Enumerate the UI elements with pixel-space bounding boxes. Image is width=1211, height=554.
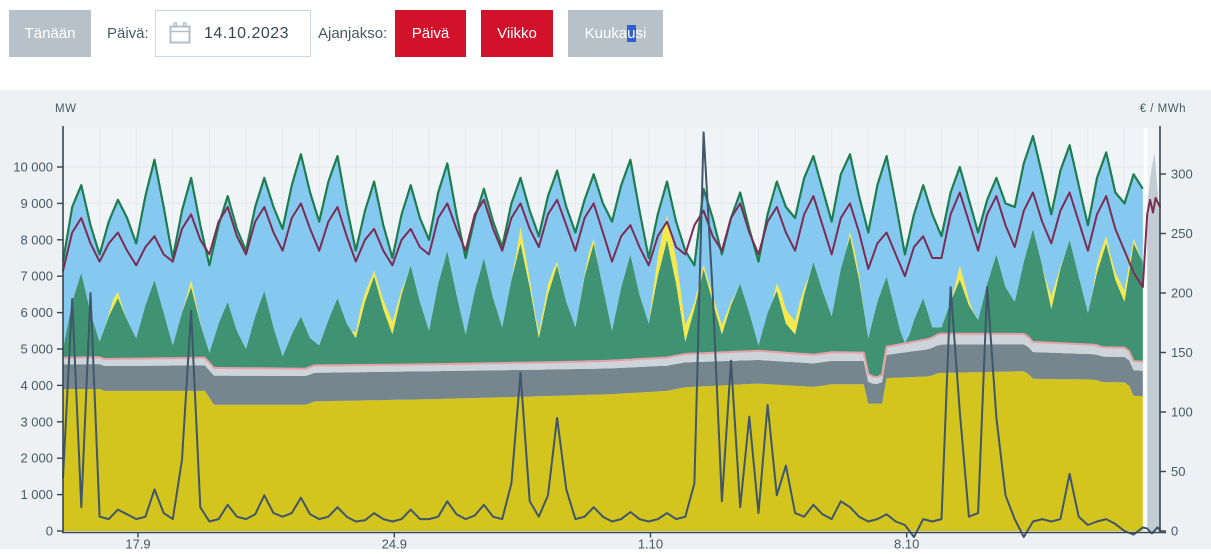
month-button-selected-text: u — [627, 25, 636, 42]
gray-end-area — [1147, 152, 1160, 531]
date-input[interactable]: 14.10.2023 — [155, 10, 311, 57]
x-axis-tick-label: 8.10 — [894, 537, 919, 550]
left-axis-tick-label: 3 000 — [20, 414, 53, 429]
right-axis-tick-label: 250 — [1171, 226, 1193, 241]
right-axis-tick-label: 50 — [1171, 464, 1185, 479]
pink-top-line — [63, 332, 1143, 379]
period-button-week[interactable]: Viikko — [481, 10, 553, 57]
today-button[interactable]: Tänään — [9, 10, 91, 57]
axes: 0 1 000 2 000 3 000 4 000 5 000 6 000 7 000 8 00… — [13, 126, 1193, 552]
light-gray-band — [63, 333, 1143, 384]
price-line — [62, 131, 1161, 538]
date-label: Päivä: — [107, 25, 149, 42]
right-axis-tick-label: 0 — [1171, 524, 1178, 539]
left-axis-tick-label: 10 000 — [13, 160, 53, 175]
x-axis-tick-label: 17.9 — [125, 537, 150, 550]
left-axis-tick-label: 2 000 — [20, 451, 53, 466]
period-button-day[interactable]: Päivä — [395, 10, 466, 57]
toolbar: Tänään Päivä: 14.10.2023 Ajanjakso: Päiv… — [0, 0, 1211, 90]
dark-green-top-line — [61, 135, 1144, 267]
left-axis-tick-label: 7 000 — [20, 269, 53, 284]
left-axis-tick-label: 6 000 — [20, 305, 53, 320]
right-axis-tick-label: 300 — [1171, 167, 1193, 182]
right-axis-tick-label: 200 — [1171, 286, 1193, 301]
left-axis-tick-label: 1 000 — [20, 487, 53, 502]
now-marker — [1143, 128, 1148, 533]
left-axis-tick-label: 4 000 — [20, 378, 53, 393]
date-value: 14.10.2023 — [203, 24, 290, 42]
dark-red-line — [62, 191, 1161, 289]
right-axis-title: € / MWh — [1140, 103, 1186, 115]
period-label: Ajanjakso: — [318, 25, 388, 42]
left-axis-tick-label: 8 000 — [20, 232, 53, 247]
left-axis-tick-label: 0 — [46, 524, 53, 539]
base-dark-yellow-area — [63, 371, 1143, 531]
right-axis-tick-label: 100 — [1171, 405, 1193, 420]
left-axis-tick-label: 5 000 — [20, 342, 53, 357]
slate-gray-band — [63, 344, 1143, 405]
period-button-month[interactable]: Kuuka u si — [568, 10, 663, 57]
green-band — [63, 228, 1143, 378]
calendar-icon — [169, 21, 191, 43]
stack-areas — [63, 136, 1143, 531]
sky-blue-band — [63, 136, 1143, 357]
right-axis-tick-label: 150 — [1171, 345, 1193, 360]
x-axis-tick-label: 1.10 — [638, 537, 663, 550]
left-axis-title: MW — [55, 103, 76, 115]
month-button-text: Kuuka — [584, 25, 628, 42]
x-axis-tick-label: 24.9 — [382, 537, 407, 550]
month-button-text-end: si — [635, 25, 647, 42]
left-axis-tick-label: 9 000 — [20, 196, 53, 211]
